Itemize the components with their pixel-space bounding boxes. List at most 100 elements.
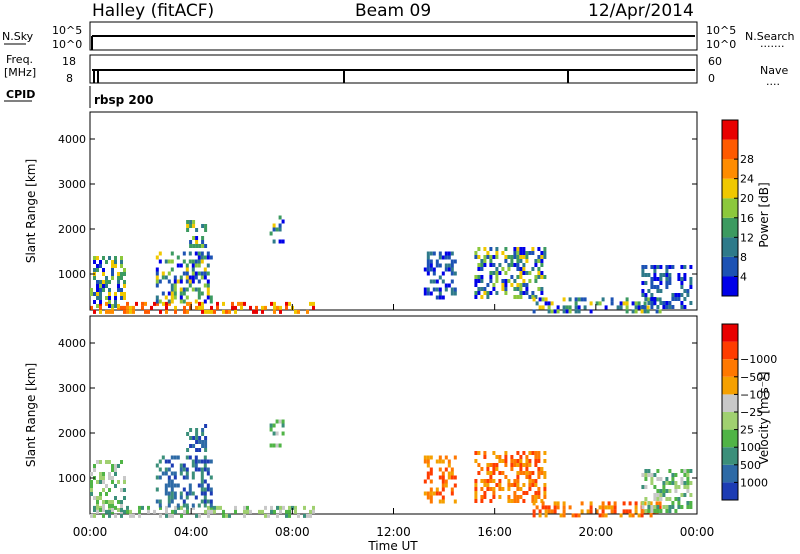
power-cell [155, 271, 159, 276]
velocity-cell [537, 467, 541, 471]
velocity-cell [207, 505, 210, 510]
velocity-cell [200, 491, 204, 496]
velocity-cell [249, 509, 252, 514]
velocity-cell [120, 504, 123, 508]
velocity-cell [516, 463, 520, 467]
power-cell [237, 301, 240, 306]
power-colorbar-segment-0 [722, 276, 738, 296]
power-cell [540, 275, 544, 279]
velocity-cell [534, 483, 538, 487]
velocity-cell [204, 448, 208, 452]
velocity-cell [429, 467, 433, 472]
velocity-cell [444, 483, 448, 488]
velocity-cell [474, 491, 478, 495]
power-cell [173, 283, 177, 288]
power-cell [659, 265, 663, 269]
velocity-cell [423, 459, 427, 464]
velocity-cell [114, 484, 117, 488]
power-cell [568, 305, 572, 310]
power-cell [111, 304, 114, 308]
velocity-cell [200, 471, 204, 476]
power-cell [522, 291, 526, 295]
power-cell [538, 305, 542, 310]
velocity-cell [183, 509, 186, 514]
velocity-cell [159, 513, 162, 518]
power-cell [653, 273, 657, 277]
velocity-colorbar-label-6: −500 [740, 371, 770, 384]
velocity-cell [438, 499, 442, 504]
velocity-cell [483, 495, 487, 499]
power-cell [650, 305, 654, 309]
time-tick-label-6: 00:00 [680, 525, 715, 539]
power-cell [619, 305, 623, 310]
velocity-cell [668, 469, 672, 473]
velocity-cell [689, 505, 693, 509]
power-cell [510, 259, 514, 263]
velocity-cell [540, 499, 544, 503]
velocity-cell [644, 469, 648, 473]
power-cell [444, 267, 448, 272]
power-cell [111, 276, 114, 280]
velocity-cell [203, 499, 207, 504]
velocity-cell [203, 459, 207, 464]
power-cell [111, 272, 114, 276]
power-cell [288, 301, 291, 306]
velocity-cell [234, 509, 237, 514]
velocity-cell [683, 481, 687, 485]
velocity-cell [489, 499, 493, 503]
velocity-cell [120, 513, 123, 518]
power-cell [275, 227, 279, 232]
time-tick-label-4: 16:00 [477, 525, 512, 539]
velocity-cell [200, 483, 204, 488]
power-cell [528, 295, 532, 299]
power-cell [111, 268, 114, 272]
velocity-cell [450, 475, 454, 480]
velocity-cell [164, 483, 168, 488]
velocity-cell [164, 491, 168, 496]
velocity-cell [188, 487, 192, 492]
velocity-cell [441, 475, 445, 480]
velocity-cell [272, 443, 276, 448]
velocity-cell [93, 496, 96, 500]
velocity-cell [525, 475, 529, 479]
power-cell [610, 301, 614, 306]
power-cell [656, 265, 660, 269]
power-cell [173, 295, 177, 300]
power-cell [195, 244, 199, 248]
power-cell [480, 295, 484, 299]
velocity-cell [677, 485, 681, 489]
velocity-cell [659, 493, 663, 497]
velocity-cell [528, 459, 532, 463]
power-cell [179, 275, 183, 280]
velocity-cell [562, 513, 566, 518]
nsky-tick-bottom: 10^0 [52, 38, 82, 51]
velocity-cell [105, 509, 108, 514]
velocity-cell [288, 505, 291, 510]
velocity-cell [492, 451, 496, 455]
power-ytick-label-3: 4000 [58, 133, 86, 146]
velocity-cell [510, 499, 514, 503]
velocity-cell [275, 443, 279, 448]
power-cell [677, 293, 681, 297]
velocity-cell [191, 503, 195, 508]
velocity-cell [644, 477, 648, 481]
velocity-cell [498, 455, 502, 459]
power-cell [565, 305, 569, 310]
velocity-cell [647, 505, 651, 509]
velocity-cell [243, 509, 246, 514]
power-cell [105, 296, 108, 300]
time-tick-label-3: 12:00 [376, 525, 411, 539]
velocity-cell [279, 505, 282, 510]
power-cell [120, 256, 123, 260]
power-cell [156, 301, 159, 306]
power-cell [198, 244, 202, 248]
power-cell [519, 251, 523, 255]
power-cell [634, 301, 638, 306]
velocity-cell [568, 505, 572, 510]
velocity-cell [173, 471, 177, 476]
velocity-cell [601, 513, 605, 518]
velocity-colorbar-segment-6 [722, 376, 738, 395]
velocity-cell [108, 500, 111, 504]
power-cell [105, 284, 108, 288]
velocity-cell [489, 479, 493, 483]
